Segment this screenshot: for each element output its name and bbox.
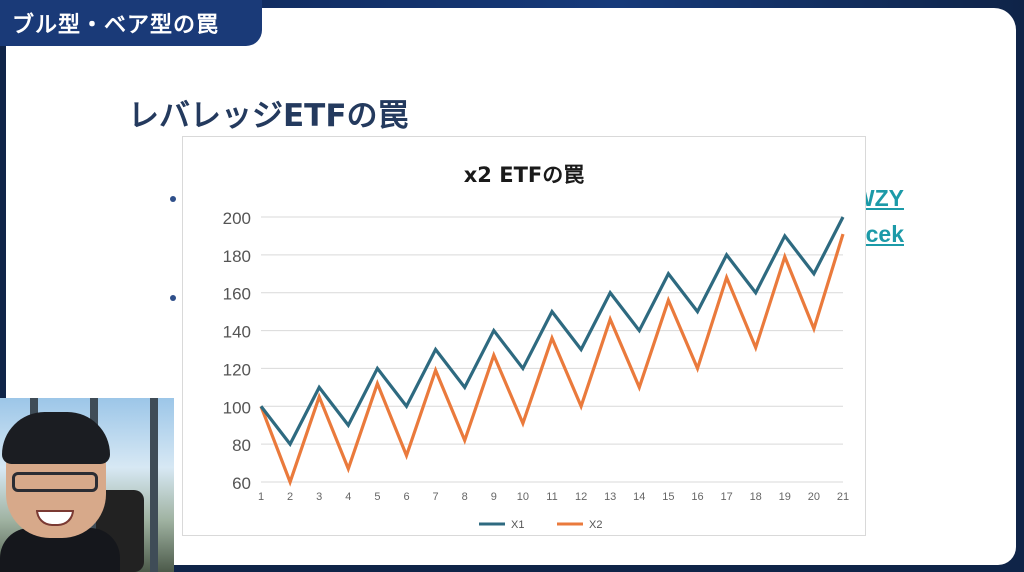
x-tick-label: 4: [345, 491, 351, 503]
y-tick-label: 140: [223, 323, 251, 342]
bullet-dot: [170, 196, 176, 202]
x-tick-label: 1: [258, 491, 264, 503]
bullet-dot: [170, 295, 176, 301]
x-tick-label: 10: [517, 491, 529, 503]
chart-title: x2 ETFの罠: [464, 163, 584, 187]
title-tag-text: ブル型・ベア型の罠: [12, 13, 220, 38]
legend-label-x1: X1: [511, 519, 524, 531]
series-line-x2: [259, 233, 845, 487]
presenter-hair: [2, 412, 110, 464]
y-tick-label: 180: [223, 247, 251, 266]
webcam-overlay: [0, 398, 174, 572]
x-tick-label: 8: [462, 491, 468, 503]
x-tick-label: 11: [546, 491, 557, 503]
series-line-x1: [259, 216, 845, 448]
x-tick-label: 19: [779, 491, 791, 503]
x-tick-label: 18: [750, 491, 762, 503]
x-tick-label: 2: [287, 491, 293, 503]
x-tick-label: 15: [662, 491, 674, 503]
y-tick-label: 120: [223, 360, 251, 379]
x-tick-label: 3: [316, 491, 322, 503]
x-tick-label: 20: [808, 491, 820, 503]
title-tag: ブル型・ベア型の罠: [0, 0, 262, 46]
y-tick-label: 200: [223, 209, 251, 228]
x-tick-label: 21: [837, 491, 849, 503]
legend-label-x2: X2: [589, 519, 602, 531]
x-tick-label: 5: [374, 491, 380, 503]
y-tick-label: 60: [232, 474, 251, 493]
x-tick-label: 14: [633, 491, 645, 503]
y-tick-label: 80: [232, 436, 251, 455]
x-tick-label: 12: [575, 491, 587, 503]
x-tick-label: 16: [691, 491, 703, 503]
presentation-slide: レバレッジETFの罠 WZY rcek x2 ETFの罠 60 80 100 120 14…: [6, 8, 1016, 565]
chart-container: x2 ETFの罠 60 80 100 120 140 160 180 200 1 2 3 4 5 6 7 8 9 1…: [182, 136, 866, 536]
x-tick-label: 17: [720, 491, 732, 503]
x-tick-label: 7: [433, 491, 439, 503]
x-tick-label: 13: [604, 491, 616, 503]
y-tick-label: 100: [223, 398, 251, 417]
slide-heading: レバレッジETFの罠: [128, 98, 409, 134]
y-tick-label: 160: [223, 285, 251, 304]
presenter-glasses: [12, 472, 98, 492]
x-tick-label: 6: [403, 491, 409, 503]
x-tick-label: 9: [491, 491, 497, 503]
